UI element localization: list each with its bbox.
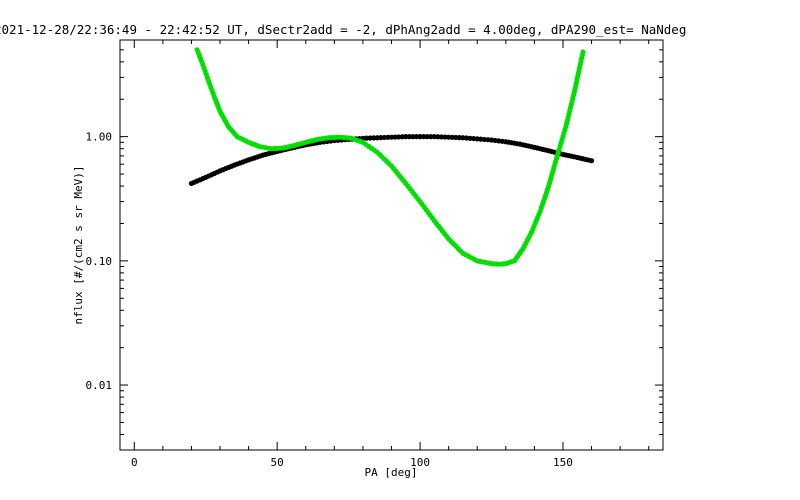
chart-title: 2021-12-28/22:36:49 - 22:42:52 UT, dSect… — [0, 22, 686, 37]
x-tick-label: 50 — [271, 456, 284, 469]
plot-frame — [120, 40, 663, 450]
y-tick-label: 1.00 — [86, 131, 113, 144]
x-axis-label: PA [deg] — [365, 466, 418, 479]
data-point — [580, 49, 585, 54]
x-tick-label: 0 — [131, 456, 138, 469]
y-axis-label: nflux [#/(cm2 s sr MeV)] — [72, 166, 85, 325]
x-tick-label: 150 — [553, 456, 573, 469]
y-tick-label: 0.01 — [86, 379, 113, 392]
y-tick-label: 0.10 — [86, 255, 113, 268]
data-series — [189, 47, 594, 267]
data-point — [589, 158, 594, 163]
y-axis: 0.01 0.10 1.00 — [86, 40, 664, 450]
